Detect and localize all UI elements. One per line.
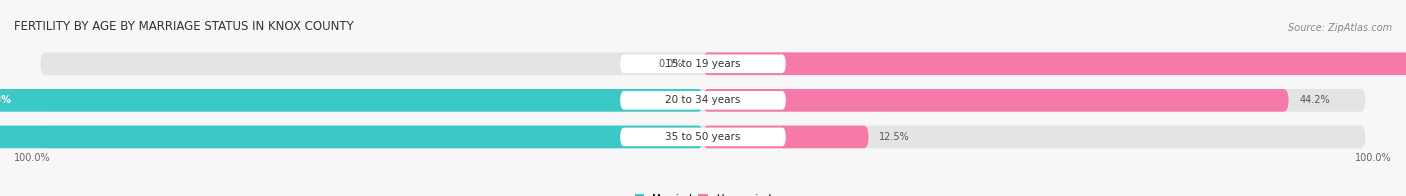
FancyBboxPatch shape bbox=[41, 89, 1365, 112]
Text: 20 to 34 years: 20 to 34 years bbox=[665, 95, 741, 105]
FancyBboxPatch shape bbox=[703, 126, 869, 148]
Legend: Married, Unmarried: Married, Unmarried bbox=[634, 193, 772, 196]
Text: 44.2%: 44.2% bbox=[1299, 95, 1330, 105]
Text: 100.0%: 100.0% bbox=[14, 153, 51, 163]
Text: 15 to 19 years: 15 to 19 years bbox=[665, 59, 741, 69]
Text: 55.8%: 55.8% bbox=[0, 95, 11, 105]
Text: 100.0%: 100.0% bbox=[1355, 153, 1392, 163]
Text: 35 to 50 years: 35 to 50 years bbox=[665, 132, 741, 142]
FancyBboxPatch shape bbox=[703, 52, 1406, 75]
Text: Source: ZipAtlas.com: Source: ZipAtlas.com bbox=[1288, 23, 1392, 33]
FancyBboxPatch shape bbox=[41, 126, 1365, 148]
FancyBboxPatch shape bbox=[620, 91, 786, 110]
FancyBboxPatch shape bbox=[703, 89, 1289, 112]
Text: 12.5%: 12.5% bbox=[879, 132, 910, 142]
FancyBboxPatch shape bbox=[41, 52, 1365, 75]
Text: 0.0%: 0.0% bbox=[659, 59, 683, 69]
FancyBboxPatch shape bbox=[0, 126, 703, 148]
FancyBboxPatch shape bbox=[0, 89, 703, 112]
FancyBboxPatch shape bbox=[620, 54, 786, 73]
FancyBboxPatch shape bbox=[620, 128, 786, 146]
Text: FERTILITY BY AGE BY MARRIAGE STATUS IN KNOX COUNTY: FERTILITY BY AGE BY MARRIAGE STATUS IN K… bbox=[14, 20, 354, 33]
